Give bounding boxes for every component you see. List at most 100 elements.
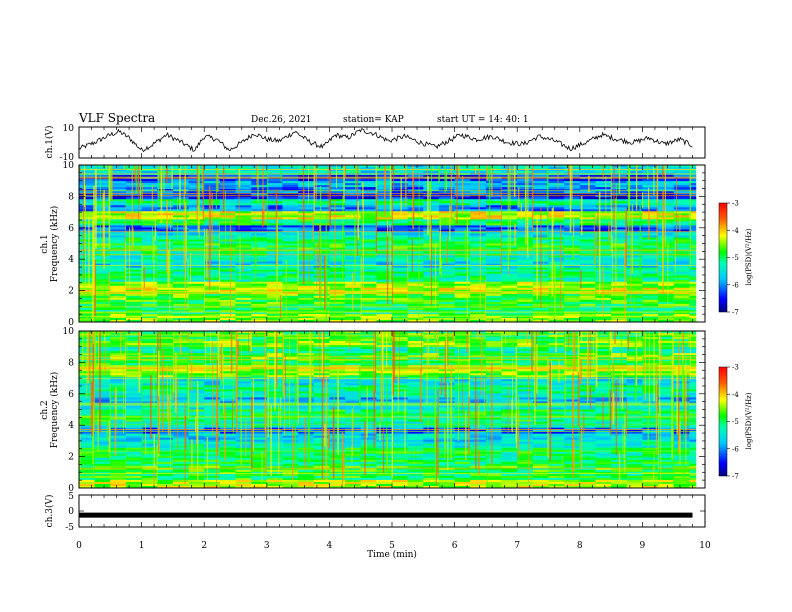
spectrogram-cell bbox=[626, 235, 643, 238]
spectrogram-cell bbox=[392, 181, 409, 184]
spectrogram-cell bbox=[548, 257, 565, 260]
spectrogram-cell bbox=[642, 299, 659, 303]
spectrogram-cell bbox=[642, 295, 659, 299]
spectrogram-cell bbox=[611, 269, 628, 273]
spectrogram-cell bbox=[204, 281, 221, 285]
spectrogram-cell bbox=[454, 371, 471, 374]
spectrogram-cell bbox=[470, 181, 487, 184]
spectrogram-cell bbox=[204, 183, 221, 186]
spectrogram-cell bbox=[642, 217, 659, 220]
spectrogram-cell bbox=[501, 353, 518, 356]
spectrogram-cell bbox=[188, 357, 205, 360]
spectrogram-cell bbox=[595, 369, 612, 372]
spectrogram-cell bbox=[298, 299, 315, 303]
spectrogram-cell bbox=[345, 257, 362, 260]
spectrogram-cell bbox=[282, 197, 299, 200]
spectrogram-cell bbox=[329, 317, 346, 321]
spectrogram-cell bbox=[376, 375, 393, 378]
spectrogram-cell bbox=[329, 337, 346, 340]
spectrogram-cell bbox=[548, 193, 565, 196]
spectrogram-cell bbox=[141, 261, 158, 265]
spectrogram-cell bbox=[125, 273, 143, 277]
spectrogram-cell bbox=[204, 255, 221, 258]
spectrogram-cell bbox=[579, 309, 597, 313]
spectrogram-cell bbox=[266, 257, 284, 260]
spectrogram-cell bbox=[141, 389, 158, 392]
spectrogram-cell bbox=[642, 195, 659, 198]
spectrogram-cell bbox=[626, 335, 643, 338]
spectrogram-cell bbox=[360, 187, 377, 190]
spectrogram-cell bbox=[110, 361, 127, 364]
spectrogram-cell bbox=[110, 199, 127, 202]
spectrogram-cell bbox=[345, 333, 362, 336]
spectrogram-cell bbox=[110, 315, 127, 319]
spectrogram-cell bbox=[658, 179, 675, 182]
spectrogram-cell bbox=[204, 299, 221, 303]
spectrogram-cell bbox=[673, 339, 690, 342]
spectrogram-cell bbox=[204, 337, 221, 340]
spectrogram-cell bbox=[219, 209, 237, 212]
spectrogram-cell bbox=[329, 245, 346, 248]
spectrogram-cell bbox=[345, 265, 362, 269]
spectrogram-cell bbox=[626, 319, 643, 322]
spectrogram-cell bbox=[642, 333, 659, 336]
spectrogram-cell bbox=[251, 183, 268, 186]
spectrogram-cell bbox=[532, 171, 550, 174]
spectrogram-cell bbox=[110, 373, 127, 376]
spectrogram-cell bbox=[345, 231, 362, 234]
spectrogram-cell bbox=[548, 217, 565, 220]
spectrogram-cell bbox=[611, 239, 628, 242]
spectrogram-cell bbox=[282, 167, 299, 170]
spectrogram-cell bbox=[141, 317, 158, 321]
spectrogram-cell bbox=[94, 267, 111, 271]
spectrogram-cell bbox=[329, 301, 346, 305]
spectrogram-cell bbox=[407, 207, 424, 210]
spectrogram-cell bbox=[407, 285, 424, 289]
spectrogram-cell bbox=[345, 357, 362, 360]
spectrogram-cell bbox=[485, 191, 503, 194]
spectrogram-cell bbox=[392, 339, 409, 342]
spectrogram-cell bbox=[298, 209, 315, 212]
spectrogram-cell bbox=[438, 225, 456, 228]
spectrogram-cell bbox=[642, 273, 659, 277]
spectrogram-cell bbox=[595, 391, 612, 394]
spectrogram-cell bbox=[204, 277, 221, 281]
spectrogram-cell bbox=[501, 389, 518, 392]
spectrogram-cell bbox=[360, 371, 377, 374]
spectrogram-cell bbox=[298, 257, 315, 260]
spectrogram-cell bbox=[658, 193, 675, 196]
spectrogram-cell bbox=[329, 199, 346, 202]
spectrogram-cell bbox=[548, 269, 565, 273]
spectrogram-cell bbox=[517, 387, 534, 390]
spectrogram-cell bbox=[219, 319, 237, 322]
spectrogram-cell bbox=[110, 267, 127, 271]
spectrogram-cell bbox=[345, 207, 362, 210]
spectrogram-cell bbox=[251, 317, 268, 321]
spectrogram-cell bbox=[485, 211, 503, 214]
spectrogram-cell bbox=[579, 311, 597, 315]
spectrogram-cell bbox=[282, 267, 299, 271]
spectrogram-cell bbox=[141, 241, 158, 244]
spectrogram-cell bbox=[172, 205, 190, 208]
spectrogram-cell bbox=[282, 251, 299, 254]
spectrogram-cell bbox=[595, 199, 612, 202]
spectrogram-cell bbox=[345, 395, 362, 398]
spectrogram-cell bbox=[94, 395, 111, 398]
spectrogram-cell bbox=[376, 387, 393, 390]
spectrogram-cell bbox=[298, 287, 315, 291]
spectrogram-cell bbox=[611, 287, 628, 291]
spectrogram-cell bbox=[172, 247, 190, 250]
spectrogram-cell bbox=[157, 299, 174, 303]
spectrogram-cell bbox=[329, 205, 346, 208]
spectrogram-cell bbox=[172, 169, 190, 172]
spectrogram-cell bbox=[595, 371, 612, 374]
spectrogram-cell bbox=[407, 199, 424, 202]
spectrogram-cell bbox=[501, 335, 518, 338]
spectrogram-cell bbox=[392, 227, 409, 230]
spectrogram-cell bbox=[298, 297, 315, 301]
spectrogram-cell bbox=[470, 227, 487, 230]
spectrogram-cell bbox=[485, 349, 503, 352]
spectrogram-cell bbox=[219, 187, 237, 190]
spectrogram-cell bbox=[579, 169, 597, 172]
spectrogram-cell bbox=[157, 313, 174, 317]
